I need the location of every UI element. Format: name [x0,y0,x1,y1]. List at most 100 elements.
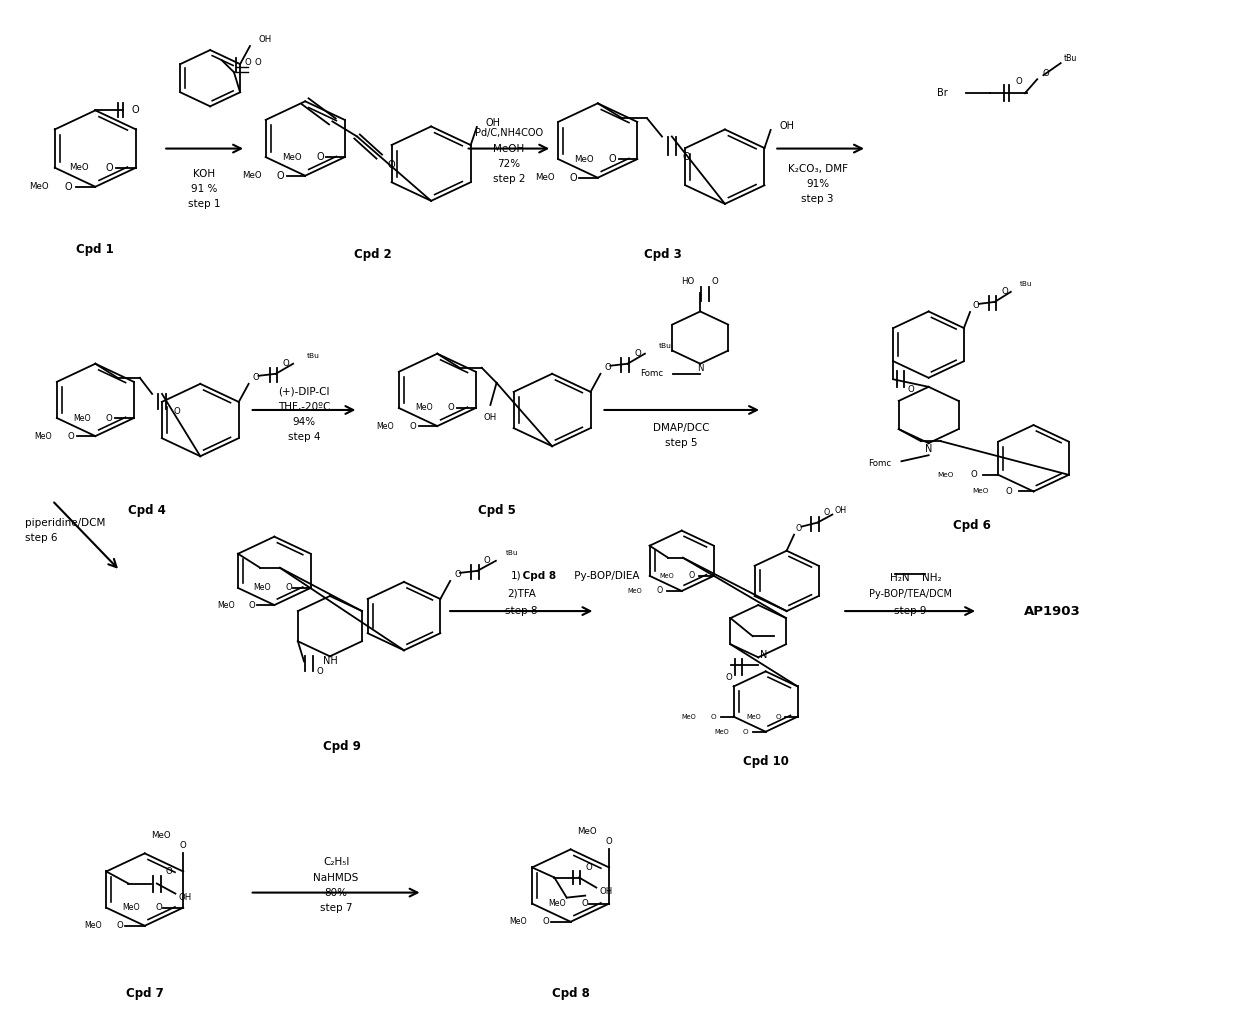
Text: MeO: MeO [35,432,52,441]
Text: N: N [697,364,703,373]
Text: piperidine/DCM: piperidine/DCM [25,518,105,528]
Text: NH₂: NH₂ [923,573,942,583]
Text: O: O [604,363,611,372]
Text: OH: OH [835,507,847,515]
Text: step 6: step 6 [25,533,57,543]
Text: O: O [283,359,289,368]
Text: O: O [569,173,577,183]
Text: O: O [725,673,732,682]
Text: (+)-DIP-Cl: (+)-DIP-Cl [278,387,330,397]
Text: MeO: MeO [746,714,760,720]
Text: O: O [543,917,549,926]
Text: Cpd 4: Cpd 4 [128,504,166,517]
Text: step 1: step 1 [187,199,221,209]
Text: Cpd 8: Cpd 8 [518,571,556,581]
Text: OH: OH [779,121,794,131]
Text: O: O [454,570,461,579]
Text: O: O [131,105,139,115]
Text: AP1903: AP1903 [1024,605,1080,618]
Text: 80%: 80% [325,888,347,898]
Text: MeO: MeO [714,729,729,735]
Text: THF,-20ºC: THF,-20ºC [278,402,330,411]
Text: O: O [244,58,250,67]
Text: Fomc: Fomc [640,369,663,378]
Text: MeO: MeO [84,921,102,930]
Text: O: O [711,714,717,720]
Text: Py-BOP/TEA/DCM: Py-BOP/TEA/DCM [868,589,951,599]
Text: H₂N: H₂N [890,573,910,583]
Text: O: O [823,509,830,517]
Text: KOH: KOH [193,169,215,179]
Text: O: O [484,556,491,565]
Text: O: O [180,841,186,850]
Text: Cpd 2: Cpd 2 [355,248,392,261]
Text: O: O [585,863,593,871]
Text: O: O [656,586,662,595]
Text: 2)TFA: 2)TFA [507,589,536,599]
Text: NH: NH [322,656,337,666]
Text: MeO: MeO [73,413,91,423]
Text: O: O [105,163,113,173]
Text: O: O [316,667,324,676]
Text: MeO: MeO [534,173,554,182]
Text: Cpd 8: Cpd 8 [552,987,589,1000]
Text: MeO: MeO [123,903,140,912]
Text: tBu: tBu [306,353,320,359]
Text: step 2: step 2 [492,174,526,184]
Text: step 8: step 8 [505,606,537,616]
Text: 1): 1) [511,571,521,581]
Text: N: N [760,650,766,660]
Text: MeO: MeO [548,899,565,908]
Text: O: O [582,899,588,908]
Text: MeO: MeO [937,472,954,478]
Text: O: O [775,714,781,720]
Text: MeO: MeO [242,171,262,180]
Text: MeO: MeO [253,583,272,592]
Text: MeO: MeO [577,827,596,836]
Text: tBu: tBu [658,343,671,349]
Text: Cpd 1: Cpd 1 [77,243,114,256]
Text: O: O [254,58,260,67]
Text: O: O [605,837,613,846]
Text: tBu: tBu [1064,54,1078,63]
Text: O: O [688,571,694,580]
Text: MeO: MeO [377,422,394,431]
Text: O: O [166,867,172,876]
Text: O: O [609,154,616,164]
Text: O: O [316,152,324,162]
Text: HO: HO [681,277,694,286]
Text: tBu: tBu [506,550,518,556]
Text: Py-BOP/DIEA: Py-BOP/DIEA [570,571,639,581]
Text: O: O [1016,77,1022,86]
Text: step 5: step 5 [666,438,698,448]
Text: step 3: step 3 [801,194,833,204]
Text: C₂H₅I: C₂H₅I [322,857,350,867]
Text: O: O [277,171,284,181]
Text: O: O [970,470,977,479]
Text: MeO: MeO [627,588,642,594]
Text: Cpd 10: Cpd 10 [743,755,789,768]
Text: MeO: MeO [151,831,171,840]
Text: O: O [683,152,691,162]
Text: step 9: step 9 [894,606,926,616]
Text: O: O [285,583,291,592]
Text: Fomc: Fomc [868,459,892,468]
Text: step 4: step 4 [288,432,320,442]
Text: O: O [1043,69,1049,78]
Text: MeO: MeO [574,155,594,164]
Text: Cpd 7: Cpd 7 [126,987,164,1000]
Text: O: O [253,373,259,382]
Text: MeO: MeO [281,153,301,162]
Text: O: O [105,413,113,423]
Text: O: O [634,349,641,358]
Text: MeO: MeO [682,714,697,720]
Text: OH: OH [485,118,501,128]
Text: Cpd 5: Cpd 5 [477,504,516,517]
Text: MeO: MeO [510,917,527,926]
Text: O: O [174,407,180,417]
Text: O: O [117,921,124,930]
Text: Br: Br [937,88,949,98]
Text: tBu: tBu [1019,281,1032,287]
Text: O: O [973,301,980,310]
Text: O: O [249,601,255,610]
